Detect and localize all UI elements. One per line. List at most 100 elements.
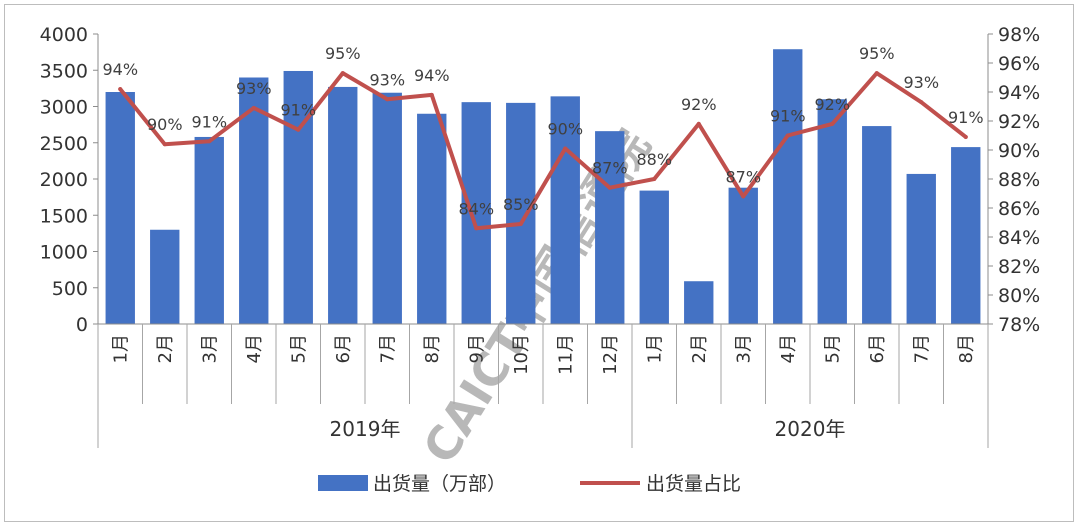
line-label-14: 87% [725,167,761,186]
line-label-17: 95% [859,44,895,63]
line-label-2: 91% [191,112,227,131]
line-label-1: 90% [147,115,183,134]
bar-4 [283,70,313,324]
month-label: 1月 [644,334,665,363]
line-label-19: 91% [948,108,984,127]
line-point-5 [340,71,345,76]
bar-2 [194,136,224,324]
line-point-16 [830,121,835,126]
y-right-tick-label: 96% [998,53,1040,75]
month-label: 2月 [155,334,176,363]
line-point-2 [207,139,212,144]
bar-6 [372,92,402,324]
bar-15 [773,49,803,324]
y-left-tick-label: 1000 [40,242,88,264]
legend-line-label: 出货量占比 [646,473,741,495]
month-label: 9月 [466,334,487,363]
y-right-tick-label: 92% [998,111,1040,133]
month-label: 6月 [333,334,354,363]
y-right-tick-label: 86% [998,198,1040,220]
year-label: 2019年 [330,417,401,441]
month-label: 3月 [199,334,220,363]
bar-0 [105,92,135,324]
line-label-16: 92% [814,95,850,114]
month-label: 5月 [288,334,309,363]
bar-3 [239,77,269,324]
line-label-10: 90% [547,120,583,139]
month-label: 4月 [244,334,265,363]
y-left-tick-label: 500 [52,278,88,300]
legend-bar-label: 出货量（万部） [373,473,506,495]
month-label: 2月 [689,334,710,363]
bar-11 [595,131,625,324]
y-left-tick-label: 4000 [40,24,88,46]
line-point-9 [518,221,523,226]
line-point-11 [607,185,612,190]
line-label-11: 87% [592,159,628,178]
month-label: 4月 [778,334,799,363]
bar-18 [906,173,936,324]
line-point-3 [251,105,256,110]
y-left-tick-label: 2500 [40,133,88,155]
bar-8 [461,102,491,325]
line-label-5: 95% [325,44,361,63]
bar-1 [150,229,180,324]
line-label-3: 93% [236,79,272,98]
bar-19 [951,147,981,324]
month-label: 5月 [822,334,843,363]
year-label: 2020年 [775,417,846,441]
line-label-8: 84% [458,199,494,218]
month-label: 10月 [511,334,532,375]
line-point-10 [563,146,568,151]
y-left-tick-label: 0 [76,314,88,336]
line-point-17 [874,71,879,76]
line-label-18: 93% [903,73,939,92]
bar-17 [862,126,892,324]
y-right-tick-label: 94% [998,82,1040,104]
combo-chart: CAICT中国信通院 05001000150020002500300035004… [40,24,1041,495]
line-label-13: 92% [681,95,717,114]
month-label: 7月 [911,334,932,363]
bar-16 [817,99,847,324]
share-line [118,71,968,231]
chart-frame: CAICT中国信通院 0 500 1000 1500 2000 2500 3000 3500 4… [4,4,1074,522]
y-left-tick-label: 3500 [40,60,88,82]
month-label: 8月 [956,334,977,363]
month-label: 1月 [110,334,131,363]
line-label-6: 93% [369,70,405,89]
y-left-tick-label: 1500 [40,205,88,227]
line-point-15 [785,133,790,138]
y-right-tick-label: 82% [998,256,1040,278]
legend-bar-swatch [318,475,368,491]
line-point-0 [118,87,123,92]
bar-7 [417,113,447,324]
month-label: 12月 [600,334,621,375]
line-label-9: 85% [503,195,539,214]
line-point-14 [741,194,746,199]
month-label: 6月 [867,334,888,363]
y-right-tick-label: 80% [998,285,1040,307]
bar-13 [684,281,714,324]
line-point-4 [296,127,301,132]
month-label: 8月 [422,334,443,363]
bar-10 [550,96,580,324]
line-point-7 [429,92,434,97]
line-label-7: 94% [414,66,450,85]
bar-12 [639,190,669,324]
bar-14 [728,187,758,324]
y-right-tick-label: 84% [998,227,1040,249]
month-label: 3月 [733,334,754,363]
bar-5 [328,86,358,324]
y-right-tick-label: 78% [998,314,1040,336]
line-point-12 [652,177,657,181]
y-left-tick-label: 2000 [40,169,88,191]
line-point-6 [385,97,390,102]
line-point-8 [474,226,479,231]
line-point-1 [162,142,167,147]
line-label-4: 91% [280,101,316,120]
line-point-13 [696,121,701,126]
month-label: 7月 [377,334,398,363]
line-point-18 [919,100,924,105]
line-label-12: 88% [636,150,672,169]
y-right-tick-label: 90% [998,140,1040,162]
